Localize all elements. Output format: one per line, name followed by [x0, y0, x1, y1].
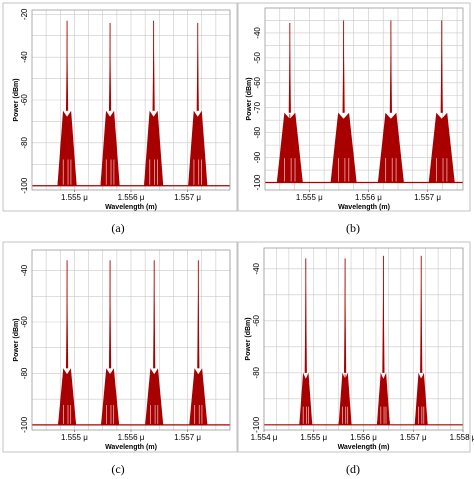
spectral-peak-4 [414, 255, 428, 425]
y-axis-label: Power (dBm) [245, 317, 252, 360]
x-tick-label: 1.557 μ [174, 433, 201, 442]
x-axis-label: Wavelength (m) [338, 204, 390, 211]
y-tick-label: -100 [252, 416, 261, 433]
y-tick-label: -100 [253, 174, 262, 191]
y-tick-label: -60 [20, 94, 29, 106]
spectral-peak-1 [299, 258, 313, 425]
spectral-peak-4 [187, 22, 208, 186]
x-tick-label: 1.555 μ [61, 433, 88, 442]
chart-panel-b: 1.555 μ 1.556 μ 1.557 μ -40 -50 -60 -70 -80 -90 -… [237, 2, 471, 212]
spectral-peak-1 [57, 260, 77, 425]
x-tick-label: 1.558 μ [450, 433, 474, 442]
spectral-peak-2 [330, 20, 358, 183]
y-tick-label: -50 [253, 52, 262, 64]
chart-panel-a: 1.555 μ 1.556 μ 1.557 μ -20 -40 -60 -80 -100 Wav… [2, 2, 238, 212]
x-tick-label: 1.557 μ [414, 193, 441, 202]
x-tick-label: 1.556 μ [355, 193, 382, 202]
chart-panel-c: 1.555 μ 1.556 μ 1.557 μ -40 -60 -80 -100 Wavele… [2, 241, 238, 453]
x-axis-label: Wavelength (m) [105, 444, 157, 451]
spectrum-trace [265, 20, 463, 184]
y-tick-label: -100 [20, 416, 29, 433]
x-axis-label: Wavelength (m) [338, 444, 390, 451]
y-tick-label: -20 [20, 8, 29, 20]
y-tick-label: -90 [253, 151, 262, 163]
x-tick-label: 1.557 μ [400, 433, 427, 442]
spectral-peak-2 [100, 22, 121, 186]
y-tick-label: -40 [20, 264, 29, 276]
x-tick-label: 1.555 μ [300, 433, 327, 442]
spectral-peak-1 [57, 20, 78, 186]
spectrum-trace [264, 255, 463, 426]
spectral-peak-3 [143, 20, 164, 186]
spectral-peak-2 [338, 258, 352, 425]
x-tick-label: 1.554 μ [251, 433, 278, 442]
panel-label-b: (b) [346, 221, 360, 235]
x-tick-label: 1.557 μ [174, 193, 201, 202]
spectral-peak-3 [376, 255, 390, 425]
y-tick-label: -40 [20, 51, 29, 63]
plot-area [264, 7, 464, 191]
spectrum-trace [32, 20, 230, 187]
x-tick-label: 1.556 μ [350, 433, 377, 442]
y-tick-label: -60 [20, 316, 29, 328]
y-tick-label: -70 [253, 101, 262, 113]
y-tick-label: -40 [253, 27, 262, 39]
x-tick-label: 1.555 μ [61, 193, 88, 202]
spectral-peak-4 [188, 260, 208, 425]
spectral-peak-3 [144, 260, 164, 425]
panel-label-c: (c) [111, 462, 124, 476]
chart-panel-d: 1.554 μ 1.555 μ 1.556 μ 1.557 μ 1.558 μ -40 -6… [237, 241, 474, 453]
y-tick-label: -80 [252, 366, 261, 378]
panel-label-a: (a) [111, 221, 124, 235]
spectral-peak-1 [276, 22, 304, 183]
spectral-peak-3 [377, 20, 405, 183]
y-tick-label: -60 [253, 76, 262, 88]
panel-label-d: (d) [346, 462, 360, 476]
x-axis-label: Wavelength (m) [105, 204, 157, 211]
spectral-peak-2 [100, 260, 120, 425]
y-tick-label: -60 [252, 314, 261, 326]
y-tick-label: -100 [20, 177, 29, 194]
y-tick-label: -40 [252, 262, 261, 274]
y-axis-label: Power (dBm) [13, 318, 20, 361]
x-tick-label: 1.555 μ [296, 193, 323, 202]
y-axis-label: Power (dBm) [13, 78, 20, 121]
y-tick-label: -80 [20, 137, 29, 149]
x-tick-label: 1.556 μ [118, 433, 145, 442]
y-tick-label: -80 [253, 126, 262, 138]
x-tick-label: 1.556 μ [118, 193, 145, 202]
y-axis-label: Power (dBm) [246, 77, 253, 120]
y-tick-label: -80 [20, 367, 29, 379]
spectrum-trace [32, 260, 230, 426]
spectral-peak-4 [428, 20, 456, 183]
